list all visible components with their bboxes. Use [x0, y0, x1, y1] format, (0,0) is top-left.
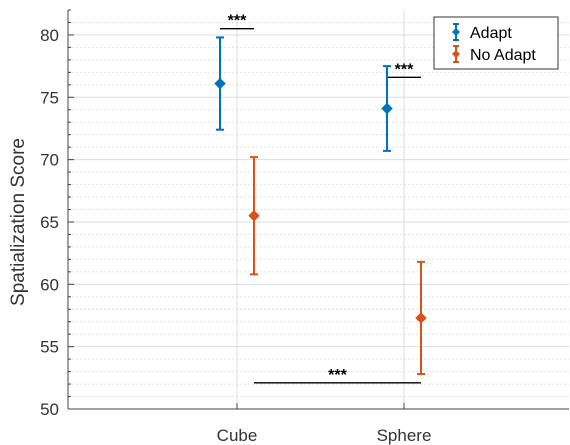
- data-point-marker: [248, 210, 260, 222]
- y-axis-title: Spatialization Score: [8, 138, 29, 306]
- y-tick-label: 55: [40, 338, 59, 357]
- series-layer: [214, 36, 427, 376]
- y-tick-label: 50: [40, 400, 59, 419]
- data-point-marker: [381, 102, 393, 115]
- legend-marker: [452, 28, 460, 36]
- series-adapt: [214, 36, 393, 152]
- significance-label: ***: [395, 61, 414, 78]
- y-tick-label: 60: [40, 275, 59, 294]
- series-no-adapt: [248, 156, 427, 376]
- major-grid: [68, 10, 569, 410]
- legend-label: Adapt: [470, 25, 512, 42]
- y-tick-label: 65: [40, 213, 59, 232]
- x-ticks: Cube Sphere: [217, 403, 432, 445]
- minor-grid: [68, 21, 569, 398]
- significance-label: ***: [328, 367, 347, 384]
- legend: Adapt No Adapt: [433, 16, 559, 70]
- y-tick-label: 80: [40, 26, 59, 45]
- y-ticks: 50 55 60 65 70 75 80: [40, 9, 74, 419]
- y-tick-label: 75: [40, 88, 59, 107]
- data-point-marker: [415, 312, 427, 324]
- data-point-marker: [214, 77, 226, 90]
- x-tick-label: Cube: [217, 426, 258, 445]
- legend-marker: [452, 50, 460, 58]
- significance-label: ***: [228, 13, 247, 30]
- x-tick-label: Sphere: [377, 426, 432, 445]
- y-tick-label: 70: [40, 151, 59, 170]
- legend-box: [433, 16, 559, 70]
- legend-label: No Adapt: [470, 47, 536, 64]
- significance-annotations: *** *** ***: [220, 13, 421, 384]
